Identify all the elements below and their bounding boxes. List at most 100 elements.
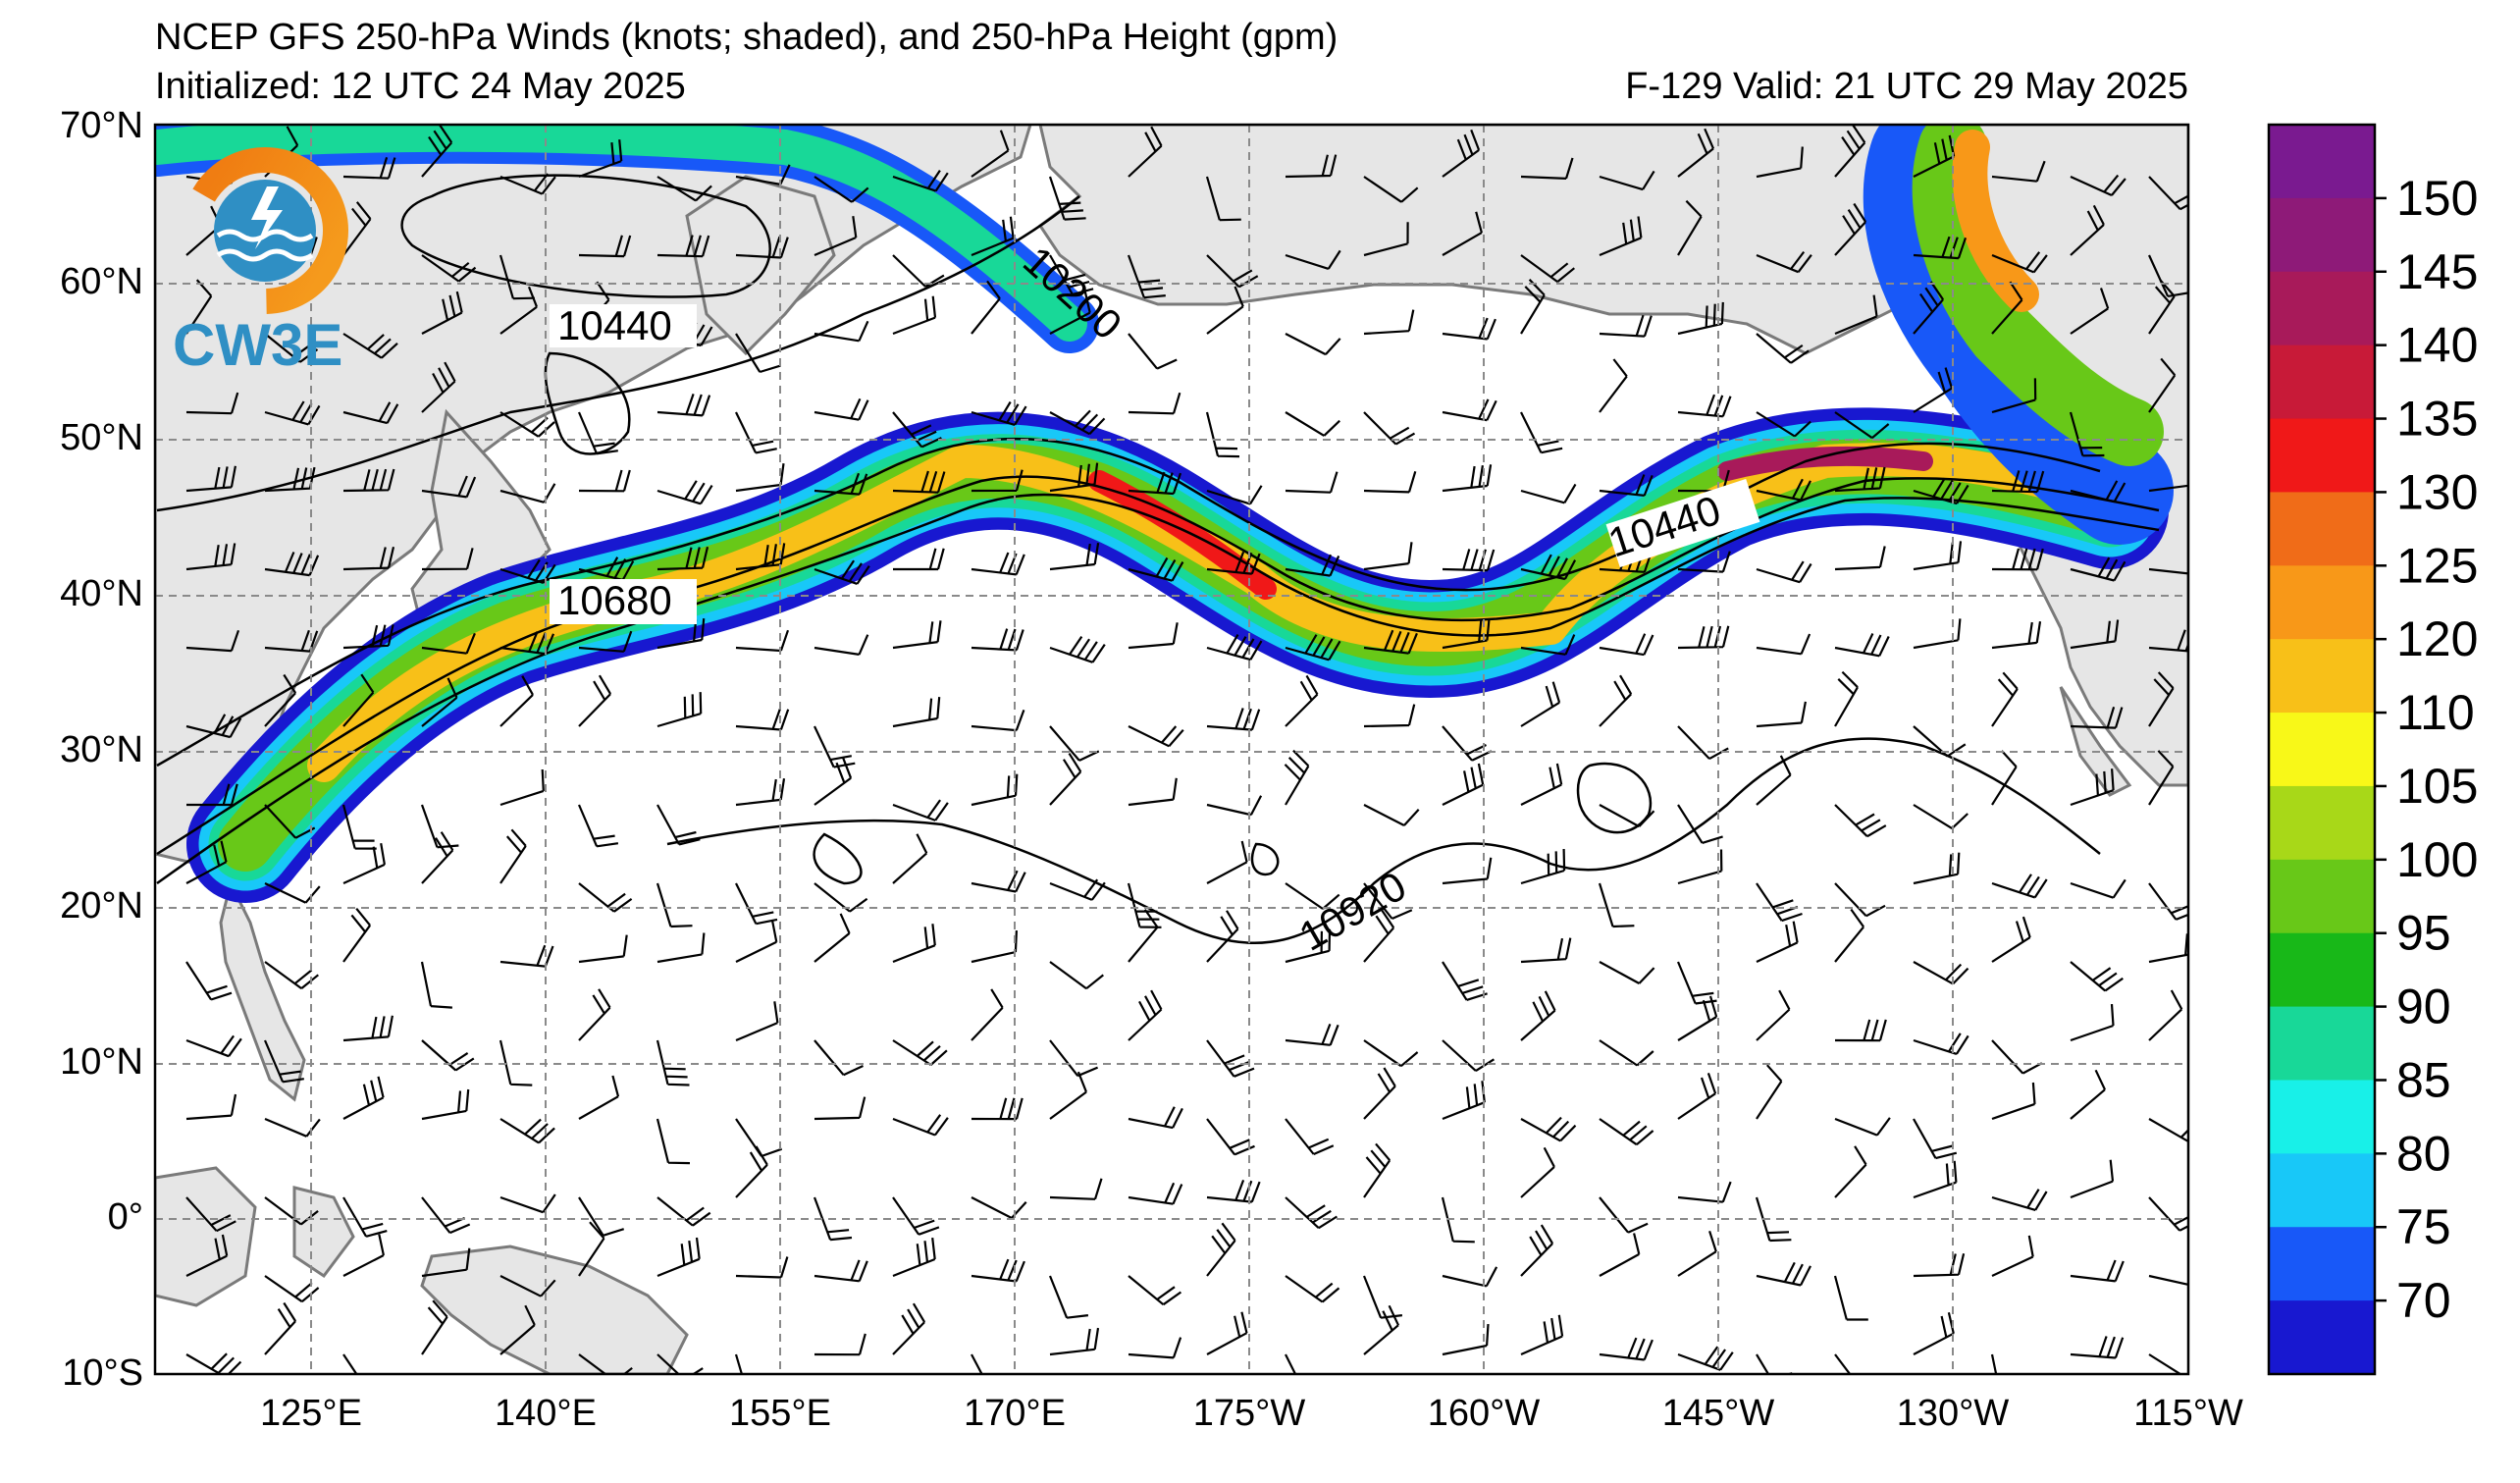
colorbar-swatch [2269,1300,2375,1375]
colorbar-label: 90 [2396,980,2451,1034]
wind-barb [342,201,372,256]
wind-barb [1048,176,1086,221]
wind-barb [1599,674,1633,727]
wind-barb [1520,848,1566,885]
wind-barb [1128,622,1179,650]
wind-barb [1206,485,1263,505]
wind-barb [1756,478,1811,502]
wind-barb [1991,750,2018,806]
wind-barb [1756,989,1791,1041]
wind-barb [735,236,789,259]
wind-barb [1756,755,1792,806]
wind-barb [735,1001,779,1042]
wind-barb [2148,357,2177,413]
wind-barb [1442,961,1488,1001]
wind-barb [1599,633,1654,657]
wind-barb [735,778,786,807]
wind-barb [1599,1196,1649,1234]
wind-barb [1913,1160,1958,1199]
wind-barb [421,632,476,655]
wind-barb [1913,961,1969,985]
wind-barb [1285,249,1341,270]
wind-barb [1756,701,1807,728]
wind-barb [1442,549,1496,572]
wind-barb [1913,1253,1966,1278]
wind-barb [578,1075,620,1120]
wind-barb [735,164,791,185]
wind-barb [1834,908,1864,963]
wind-barb [1677,725,1729,761]
latitude-labels: 70°N 60°N 50°N 40°N 30°N 20°N 10°N 0° 10… [60,105,143,1394]
wind-barb [656,692,703,728]
wind-barb [185,1034,242,1058]
wind-barb [2148,933,2188,964]
wind-barb [499,631,555,656]
wind-barb [1049,254,1094,295]
wind-barb [814,472,868,496]
wind-barb [342,1076,385,1120]
land-new-guinea [420,1245,689,1374]
wind-barb [814,913,851,963]
wind-barb [578,139,623,179]
wind-barb [1442,464,1493,493]
wind-barb [1520,763,1563,806]
wind-barb [971,400,1027,426]
wind-barb [421,548,474,571]
colorbar-swatch [2269,344,2375,420]
wind-barb [1285,1196,1338,1230]
wind-barb [1442,129,1481,178]
wind-barb [1991,1189,2048,1211]
wind-barb [1205,176,1241,222]
wind-barb [1599,961,1655,984]
wind-barb [1285,554,1340,577]
wind-barb [1913,236,1968,260]
wind-barb [892,799,949,821]
wind-barb [1913,1033,1969,1055]
wind-barb [2070,1259,2125,1283]
lat-label-20n: 20°N [60,885,143,927]
wind-barb [2148,567,2188,575]
wind-barb [971,1258,1025,1283]
wind-barb [813,1196,853,1242]
wind-barb [578,882,633,913]
colorbar-label: 80 [2396,1126,2451,1181]
wind-barb [1599,1337,1654,1361]
wind-barb [499,286,539,335]
colorbar-swatch [2269,125,2375,199]
wind-barb [1834,294,1878,336]
wind-barb [1599,358,1628,413]
wind-barb [1834,1117,1891,1137]
wind-barb [342,1234,385,1277]
wind-barb [1128,471,1182,496]
wind-barb [1363,1142,1391,1198]
wind-barb [499,558,556,584]
wind-barb [1991,1235,2034,1277]
wind-barb [1127,882,1162,928]
wind-barb [1363,542,1413,571]
wind-barb [1520,279,1546,335]
wind-barb [2148,989,2183,1041]
land-sulawesi [292,1186,355,1279]
wind-barb [2070,1004,2115,1042]
wind-barb [1756,1261,1811,1287]
wind-barb [1834,1353,1852,1374]
wind-barb [971,216,1015,257]
wind-barb [2148,1353,2182,1374]
contour-label-10680: 10680 [557,577,672,623]
wind-barb [656,882,693,928]
wind-barb [2070,556,2126,582]
wind-barb [1049,635,1106,663]
colorbar-swatch [2269,1153,2375,1228]
wind-barb [421,1299,448,1355]
wind-barb [1128,989,1163,1041]
lon-label-160w: 160°W [1428,1393,1541,1434]
wind-barb [499,675,534,727]
colorbar-label: 140 [2396,318,2478,373]
wind-barb [814,176,869,203]
wind-barb [656,480,713,505]
wind-barb [1363,909,1395,963]
wind-barb [2147,254,2188,297]
colorbar-label: 120 [2396,611,2478,666]
wind-barb [1520,254,1575,283]
wind-barb [1049,1071,1088,1120]
